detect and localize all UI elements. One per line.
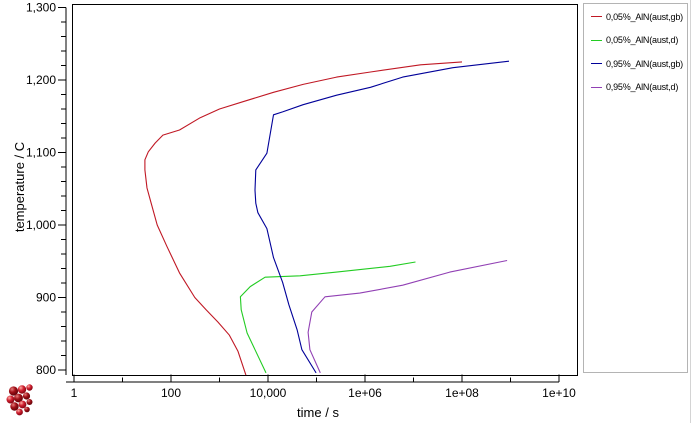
series-line-0,05%_AlN(aust,d)	[239, 261, 416, 374]
legend-item[interactable]: 0,05%_AlN(aust,gb)	[584, 5, 687, 29]
legend-swatch-icon	[591, 16, 602, 18]
x-tick-label: 10,000	[250, 386, 287, 400]
legend-swatch-icon	[591, 63, 602, 65]
series-line-0,95%_AlN(aust,gb)	[254, 60, 510, 374]
x-axis: 1 100 10,000 1e+06 1e+08 1e+10	[66, 374, 576, 400]
x-tick-label: 1	[71, 386, 78, 400]
legend-item-label: 0,95%_AlN(aust,gb)	[606, 58, 683, 69]
y-tick-label: 1,200	[26, 73, 56, 87]
series-line-0,95%_AlN(aust,d)	[307, 259, 508, 374]
x-tick-label: 1e+06	[348, 386, 382, 400]
series-line-0,05%_AlN(aust,gb)	[144, 61, 463, 376]
legend-item[interactable]: 0,95%_AlN(aust,gb)	[584, 52, 687, 76]
x-axis-title: time / s	[297, 405, 339, 420]
y-axis-title: temperature / C	[12, 142, 27, 232]
y-axis: 800 900 1,000 1,100 1,200 1,300	[26, 1, 67, 377]
x-tick-label: 1e+10	[542, 386, 576, 400]
legend-item[interactable]: 0,95%_AlN(aust,d)	[584, 76, 687, 100]
y-tick-label: 1,300	[26, 1, 56, 15]
legend-swatch-icon	[591, 39, 602, 41]
y-tick-label: 1,100	[26, 146, 56, 160]
plot-frame	[72, 4, 578, 376]
y-tick-label: 800	[36, 363, 56, 377]
legend-item-label: 0,05%_AlN(aust,gb)	[606, 11, 683, 22]
y-tick-label: 1,000	[26, 218, 56, 232]
y-tick-label: 900	[36, 291, 56, 305]
legend-item[interactable]: 0,05%_AlN(aust,d)	[584, 29, 687, 53]
matcalc-spheres-logo-icon	[6, 384, 33, 416]
x-tick-label: 1e+08	[445, 386, 479, 400]
legend-item-label: 0,95%_AlN(aust,d)	[606, 82, 679, 93]
legend-item-label: 0,05%_AlN(aust,d)	[606, 35, 679, 46]
series-group	[144, 60, 510, 376]
legend-box: 0,05%_AlN(aust,gb) 0,05%_AlN(aust,d) 0,95%…	[583, 3, 688, 373]
x-tick-label: 100	[161, 386, 181, 400]
legend-swatch-icon	[591, 86, 602, 88]
